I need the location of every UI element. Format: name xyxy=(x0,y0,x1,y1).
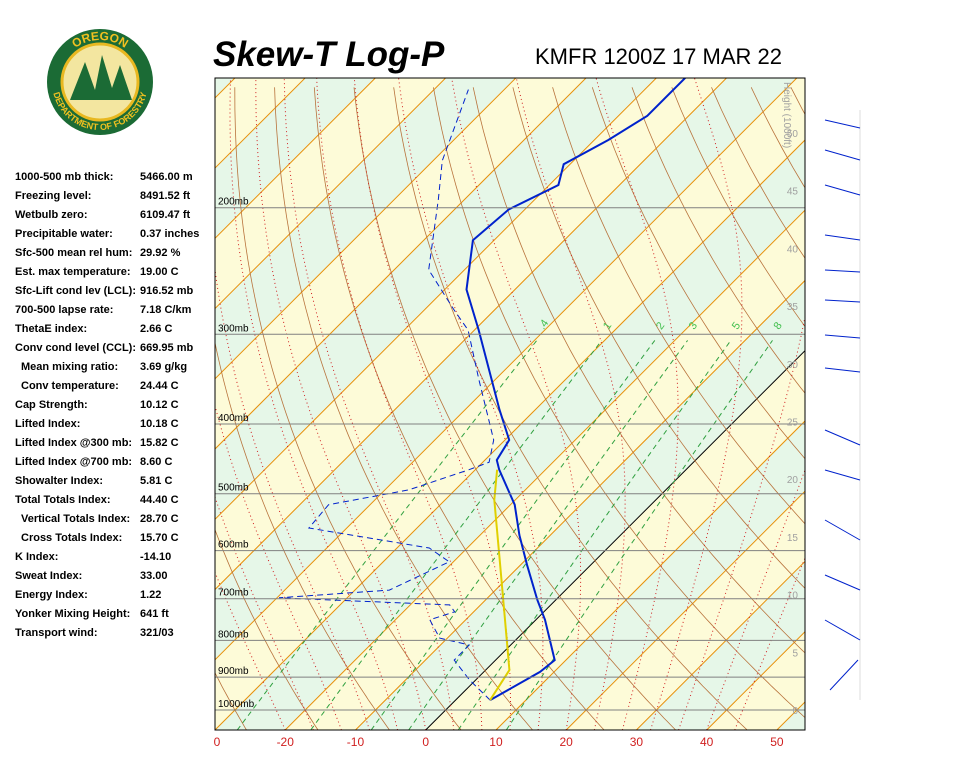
index-label: Sfc-Lift cond lev (LCL): xyxy=(15,285,136,297)
index-value: 15.70 C xyxy=(140,532,179,544)
dry-adiabat xyxy=(910,87,960,730)
index-value: 24.44 C xyxy=(140,380,179,392)
dry-adiabat xyxy=(831,87,960,730)
index-label: 1000-500 mb thick: xyxy=(15,171,113,183)
y-tick-label: 800mb xyxy=(218,629,249,640)
y-tick-label: 700mb xyxy=(218,588,249,599)
index-value: 44.40 C xyxy=(140,494,179,506)
index-label: Wetbulb zero: xyxy=(15,209,88,221)
barbs xyxy=(825,120,860,690)
x-tick-label: 50 xyxy=(770,735,784,749)
y2-tick-label: 25 xyxy=(787,418,799,429)
index-value: 33.00 xyxy=(140,570,168,582)
x-tick-label: 0 xyxy=(422,735,429,749)
y-tick-label: 900mb xyxy=(218,666,249,677)
index-value: -14.10 xyxy=(140,551,171,563)
y-tick-label: 1000mb xyxy=(218,699,255,710)
index-label: ThetaE index: xyxy=(15,323,87,335)
chart-subtitle: KMFR 1200Z 17 MAR 22 xyxy=(535,44,782,69)
index-label: Sfc-500 mean rel hum: xyxy=(15,247,132,259)
index-value: 0.37 inches xyxy=(140,228,199,240)
x-tick-label: -20 xyxy=(277,735,295,749)
dry-adiabat xyxy=(791,87,960,730)
y2-axis-label: Height (1000ft) xyxy=(781,82,792,148)
isotherm xyxy=(847,78,960,730)
index-value: 10.12 C xyxy=(140,399,179,411)
x-tick-label: 30 xyxy=(630,735,644,749)
dry-adiabat xyxy=(870,87,960,730)
index-label: Vertical Totals Index: xyxy=(21,513,130,525)
index-label: Showalter Index: xyxy=(15,475,103,487)
y-tick-label: 200mb xyxy=(218,197,249,208)
index-value: 2.66 C xyxy=(140,323,172,335)
index-value: 8.60 C xyxy=(140,456,172,468)
y2-tick-label: 15 xyxy=(787,533,799,544)
index-label: Conv cond level (CCL): xyxy=(15,342,136,354)
index-value: 7.18 C/km xyxy=(140,304,192,316)
x-tick-label: 0 xyxy=(214,735,221,749)
index-value: 6109.47 ft xyxy=(140,209,190,221)
index-value: 5.81 C xyxy=(140,475,172,487)
index-value: 321/03 xyxy=(140,627,174,639)
index-label: Transport wind: xyxy=(15,627,98,639)
y-tick-label: 500mb xyxy=(218,483,249,494)
y-tick-label: 600mb xyxy=(218,540,249,551)
index-label: Cross Totals Index: xyxy=(21,532,122,544)
index-label: Sweat Index: xyxy=(15,570,82,582)
index-value: 19.00 C xyxy=(140,266,179,278)
index-value: 29.92 % xyxy=(140,247,181,259)
temp-band xyxy=(847,78,960,730)
y2-tick-label: 20 xyxy=(787,475,799,486)
index-label: Conv temperature: xyxy=(21,380,119,392)
index-label: Lifted Index @300 mb: xyxy=(15,437,132,449)
index-label: Energy Index: xyxy=(15,589,88,601)
index-value: 15.82 C xyxy=(140,437,179,449)
index-label: Lifted Index @700 mb: xyxy=(15,456,132,468)
index-value: 5466.00 m xyxy=(140,171,193,183)
index-value: 916.52 mb xyxy=(140,285,193,297)
index-value: 3.69 g/kg xyxy=(140,361,187,373)
index-label: Lifted Index: xyxy=(15,418,80,430)
index-label: 700-500 lapse rate: xyxy=(15,304,113,316)
index-label: K Index: xyxy=(15,551,58,563)
wind-barbs xyxy=(825,110,860,700)
index-label: Freezing level: xyxy=(15,190,91,202)
x-tick-label: 20 xyxy=(560,735,574,749)
dry-adiabat xyxy=(950,87,960,730)
index-label: Cap Strength: xyxy=(15,399,88,411)
y2-tick-label: 0 xyxy=(792,706,798,717)
y2-tick-label: 30 xyxy=(787,360,799,371)
y-tick-label: 300mb xyxy=(218,323,249,334)
x-tick-label: -10 xyxy=(347,735,365,749)
index-value: 8491.52 ft xyxy=(140,190,190,202)
y2-tick-label: 10 xyxy=(787,591,799,602)
x-tick-label: 40 xyxy=(700,735,714,749)
index-value: 10.18 C xyxy=(140,418,179,430)
chart-title: Skew-T Log-P xyxy=(213,35,445,74)
index-label: Est. max temperature: xyxy=(15,266,131,278)
x-tick-label: 10 xyxy=(489,735,503,749)
index-label: Mean mixing ratio: xyxy=(21,361,118,373)
index-value: 28.70 C xyxy=(140,513,179,525)
index-label: Precipitable water: xyxy=(15,228,113,240)
index-value: 669.95 mb xyxy=(140,342,193,354)
index-value: 641 ft xyxy=(140,608,169,620)
y-tick-label: 400mb xyxy=(218,413,249,424)
index-label: Yonker Mixing Height: xyxy=(15,608,130,620)
y2-tick-label: 35 xyxy=(787,302,799,313)
index-value: 1.22 xyxy=(140,589,161,601)
y2-tick-label: 45 xyxy=(787,187,799,198)
y2-tick-label: 40 xyxy=(787,244,799,255)
logo: OREGON DEPARTMENT OF FORESTRY xyxy=(47,29,153,135)
y2-tick-label: 5 xyxy=(792,648,798,659)
index-label: Total Totals Index: xyxy=(15,494,111,506)
